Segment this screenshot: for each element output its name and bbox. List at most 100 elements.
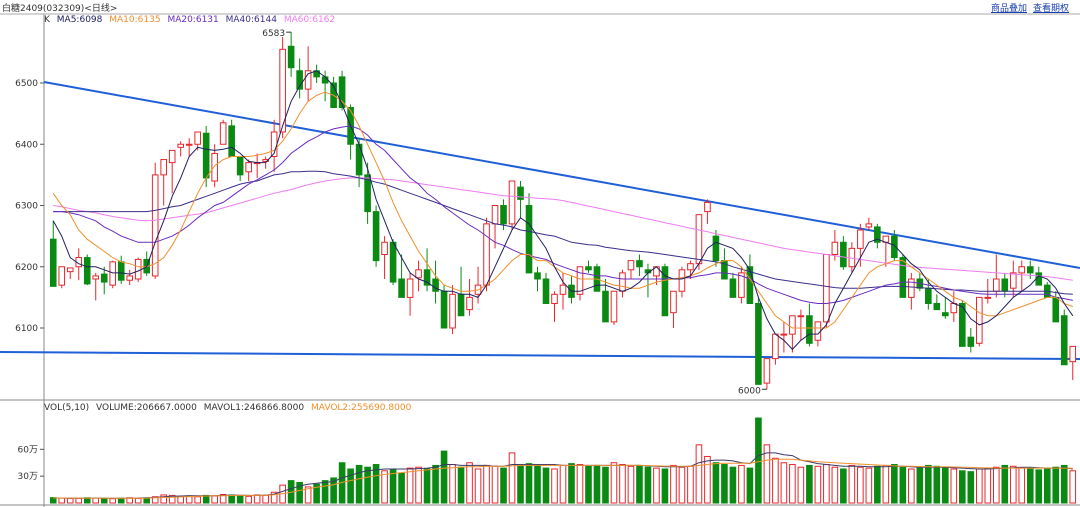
volume-bar: [763, 444, 771, 504]
price-tick-label: 6400: [15, 140, 38, 150]
candle-body: [194, 131, 201, 145]
legend-mavol2: MAVOL2:255690.8000: [310, 403, 412, 413]
candle-body: [168, 149, 176, 164]
volume-bar: [576, 464, 584, 504]
candle-body: [1001, 278, 1009, 292]
candle-body: [729, 278, 737, 298]
volume-bar: [585, 465, 592, 504]
volume-bar: [1035, 469, 1043, 504]
volume-bar: [253, 494, 261, 504]
candle-body: [610, 290, 618, 323]
volume-bar: [992, 466, 1000, 504]
candle-body: [746, 266, 754, 304]
candle-body: [491, 205, 499, 225]
legend-ma20: MA20:6131: [167, 15, 219, 25]
ma5-line: [52, 70, 1074, 351]
candle-body: [185, 143, 193, 146]
candle-body: [975, 296, 983, 344]
volume-bar: [194, 496, 201, 504]
volume-bar: [899, 466, 907, 504]
candle-body: [772, 333, 779, 360]
candle-body: [704, 201, 711, 213]
candle-body: [228, 125, 235, 157]
low-label: 6000: [738, 386, 761, 396]
volume-bar: [236, 495, 244, 504]
chart-title: 白糖2409(032309)<日线>: [2, 4, 118, 14]
candle-body: [661, 266, 669, 317]
candle-body: [712, 235, 720, 262]
volume-bar: [950, 468, 958, 504]
candle-body: [440, 290, 448, 329]
volume-bar: [1001, 464, 1009, 504]
candle-body: [338, 76, 346, 108]
candle-body: [372, 211, 380, 262]
view-options-button[interactable]: 查看期权: [1033, 4, 1070, 14]
volume-bar: [321, 480, 329, 504]
candle-body: [500, 205, 507, 225]
candle-body: [899, 257, 907, 298]
candle-body: [627, 260, 635, 271]
volume-bar: [1018, 467, 1026, 504]
candle-body: [100, 273, 108, 283]
volume-bar: [797, 466, 805, 504]
volume-bar: [92, 497, 100, 504]
candle-body: [687, 263, 694, 271]
candle-body: [177, 143, 184, 148]
candle-body: [83, 257, 91, 285]
volume-bar: [908, 468, 915, 504]
overlay-button[interactable]: 商品叠加: [991, 4, 1028, 14]
candle-body: [1018, 266, 1026, 274]
volume-bar: [219, 494, 227, 504]
candle-body: [321, 76, 329, 84]
volume-bar: [117, 497, 125, 504]
price-tick-label: 6500: [15, 79, 38, 89]
candle-body: [92, 275, 100, 280]
volume-bar: [160, 494, 167, 504]
volume-bar: [1009, 465, 1017, 504]
candle-body: [1035, 272, 1043, 286]
ma20-line: [53, 125, 1073, 304]
volume-bar: [636, 464, 643, 504]
volume-bar: [738, 464, 745, 504]
volume-bar: [75, 497, 83, 504]
candle-body: [823, 254, 830, 323]
volume-bar: [330, 477, 337, 504]
volume-bar: [891, 464, 898, 504]
volume-bar: [151, 496, 159, 504]
volume-bar: [508, 452, 516, 504]
candle-body: [874, 226, 881, 243]
volume-bar: [58, 497, 66, 504]
candle-body: [984, 296, 992, 299]
candle-body: [942, 312, 949, 317]
candle-body: [517, 186, 524, 200]
legend-k: K: [44, 15, 50, 25]
candle-body: [831, 241, 839, 255]
legend-volume: VOLUME:206667.0000: [96, 403, 197, 413]
candle-body: [1052, 296, 1060, 323]
ma10-line: [52, 91, 1073, 329]
volume-bar: [661, 468, 669, 504]
candle-body: [891, 235, 898, 259]
candle-body: [763, 358, 771, 384]
candle-body: [398, 278, 405, 298]
volume-bar: [440, 450, 448, 504]
volume-bar: [398, 472, 405, 504]
candle-body: [738, 272, 745, 298]
candle-body: [840, 241, 847, 268]
volume-bar: [262, 494, 269, 504]
volume-bar: [1060, 464, 1068, 504]
candle-body: [933, 303, 941, 311]
volume-bar: [270, 491, 278, 504]
volume-bar: [1069, 470, 1077, 504]
volume-bar: [755, 417, 762, 504]
volume-bar: [848, 464, 856, 504]
volume-bar: [491, 465, 499, 504]
candle-body: [457, 293, 465, 317]
candle-body: [287, 45, 295, 69]
volume-bar: [134, 498, 142, 504]
volume-bar: [975, 468, 983, 504]
candle-body: [423, 269, 431, 286]
legend-ma10: MA10:6135: [109, 15, 161, 25]
candle-body: [245, 162, 252, 173]
candle-body: [364, 174, 371, 213]
